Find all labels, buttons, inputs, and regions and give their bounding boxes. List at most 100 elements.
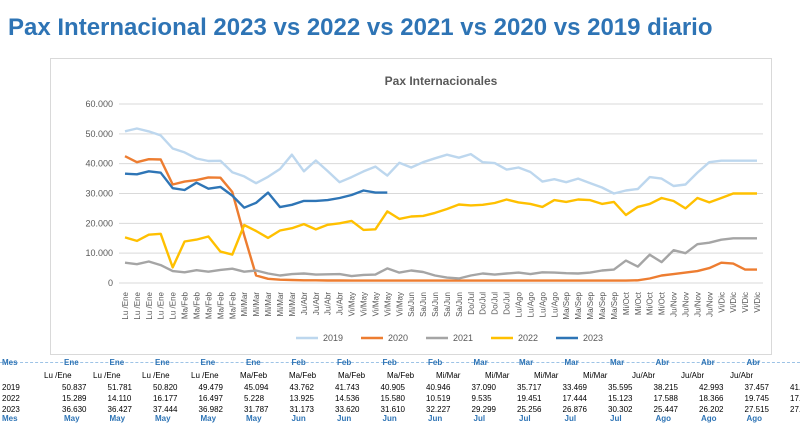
table-cell: 40.946: [426, 383, 451, 392]
legend-label-2019: 2019: [323, 333, 343, 343]
table-header-cell: Ene: [200, 358, 216, 367]
x-tick-label: Ma/Sep: [598, 291, 607, 319]
x-tick-label: Sa/Jun: [431, 292, 440, 317]
table-cell: 19.745: [744, 394, 769, 403]
x-tick-label: Lu/Ago: [515, 291, 524, 317]
x-tick-label: Sa/Jun: [443, 292, 452, 317]
series-line-2021: [124, 237, 757, 280]
table-row-label: 2023: [2, 405, 20, 414]
line-chart: Pax Internacionales 0 10.000 20.000 30.000 40…: [85, 74, 763, 343]
table-cell: 17.444: [562, 394, 587, 403]
x-tick-label: Do/Jul: [503, 292, 512, 315]
table-cell: 36.630: [62, 405, 87, 414]
table-cell: 25.447: [653, 405, 678, 414]
table-footer-cell: Jun: [382, 414, 397, 423]
table-row-label: 2019: [2, 383, 20, 392]
table-cell: 41.07: [790, 383, 800, 392]
table-footer-cell: May: [64, 414, 80, 423]
table-subheader-cell: Mi/Mar: [436, 371, 461, 380]
x-tick-label: Vi/Dic: [717, 292, 726, 313]
y-tick-label: 60.000: [85, 99, 113, 109]
table-header-cell: Ene: [64, 358, 79, 367]
x-tick-label: Vi/May: [395, 292, 404, 316]
table-cell: 49.479: [198, 383, 223, 392]
legend-label-2022: 2022: [518, 333, 538, 343]
table-cell: 5.228: [244, 394, 265, 403]
table-subheader-cell: Lu /Ene: [142, 371, 170, 380]
x-tick-label: Lu /Ene: [133, 291, 142, 319]
x-tick-label: Lu /Ene: [121, 291, 130, 319]
table-footer-cell: Jun: [428, 414, 443, 423]
y-tick-label: 10.000: [85, 248, 113, 258]
table-subheader-cell: Ju/Abr: [730, 371, 754, 380]
table-cell: 31.610: [380, 405, 405, 414]
table-cell: 35.595: [608, 383, 633, 392]
table-subheader-cell: Mi/Mar: [534, 371, 559, 380]
x-tick-label: Ma/Feb: [181, 291, 190, 319]
x-tick-label: Ju/Abr: [324, 292, 333, 315]
table-footer-cell: Mes: [2, 414, 18, 423]
table-cell: 40.905: [380, 383, 405, 392]
table-separator: [0, 362, 800, 363]
table-header-cell: Mar: [610, 358, 625, 367]
table-footer-cell: Jun: [337, 414, 352, 423]
table-cell: 15.289: [62, 394, 87, 403]
table-subheader-cell: Ma/Feb: [387, 371, 415, 380]
x-tick-label: Mi/Oct: [634, 291, 643, 315]
table-cell: 9.535: [471, 394, 492, 403]
legend-label-2020: 2020: [388, 333, 408, 343]
x-tick-label: Sa/Jun: [419, 292, 428, 317]
x-tick-label: Ma/Feb: [193, 291, 202, 319]
table-cell: 14.110: [107, 394, 132, 403]
table-cell: 18.366: [699, 394, 724, 403]
table-cell: 15.123: [608, 394, 633, 403]
table-cell: 50.837: [62, 383, 87, 392]
table-cell: 16.497: [198, 394, 223, 403]
x-tick-label: Mi/Oct: [622, 291, 631, 315]
table-header-cell: Abr: [701, 358, 715, 367]
table-footer-cell: Jul: [473, 414, 486, 423]
table-cell: 15.580: [380, 394, 405, 403]
table-footer-cell: Jul: [564, 414, 577, 423]
x-tick-label: Ju/Nov: [693, 292, 702, 317]
legend-label-2023: 2023: [583, 333, 603, 343]
x-tick-label: Ma/Sep: [574, 291, 583, 319]
x-tick-label: Vi/May: [348, 292, 357, 316]
x-tick-label: Vi/Dic: [741, 292, 750, 313]
x-tick-label: Lu/Ago: [550, 291, 559, 317]
table-cell: 19.451: [517, 394, 542, 403]
table-cell: 26.202: [699, 405, 724, 414]
table-cell: 37.444: [153, 405, 178, 414]
table-cell: 27.51: [790, 405, 800, 414]
table-cell: 33.469: [562, 383, 587, 392]
table-subheader-cell: Mi/Mar: [485, 371, 510, 380]
table-cell: 35.717: [517, 383, 542, 392]
x-tick-label: Mi/Mar: [288, 292, 297, 317]
series-line-2022: [124, 192, 757, 269]
series-line-2019: [124, 127, 757, 195]
table-footer-cell: Ago: [655, 414, 672, 423]
table-subheader-cell: Ma/Feb: [338, 371, 366, 380]
x-tick-label: Ma/Sep: [610, 291, 619, 319]
x-tick-label: Mi/Mar: [240, 292, 249, 317]
x-tick-label: Ma/Sep: [586, 291, 595, 319]
table-header-cell: Abr: [655, 358, 670, 367]
table-cell: 10.519: [426, 394, 451, 403]
table-header-cell: Mar: [473, 358, 488, 367]
table-cell: 13.925: [289, 394, 314, 403]
x-tick-label: Lu /Ene: [145, 291, 154, 319]
y-tick-label: 30.000: [85, 189, 113, 199]
legend-label-2021: 2021: [453, 333, 473, 343]
table-cell: 27.515: [744, 405, 769, 414]
table-subheader-cell: Lu /Ene: [191, 371, 219, 380]
table-cell: 17.588: [653, 394, 678, 403]
table-subheader-cell: Ju/Abr: [681, 371, 705, 380]
x-tick-label: Vi/Dic: [753, 292, 762, 313]
table-subheader-cell: Ju/Abr: [632, 371, 656, 380]
x-tick-label: Ju/Abr: [300, 292, 309, 315]
table-footer-cell: May: [200, 414, 217, 423]
x-tick-label: Mi/Mar: [276, 292, 285, 317]
table-cell: 37.457: [744, 383, 769, 392]
table-cell: 37.090: [471, 383, 496, 392]
table-footer-cell: Ago: [746, 414, 763, 423]
